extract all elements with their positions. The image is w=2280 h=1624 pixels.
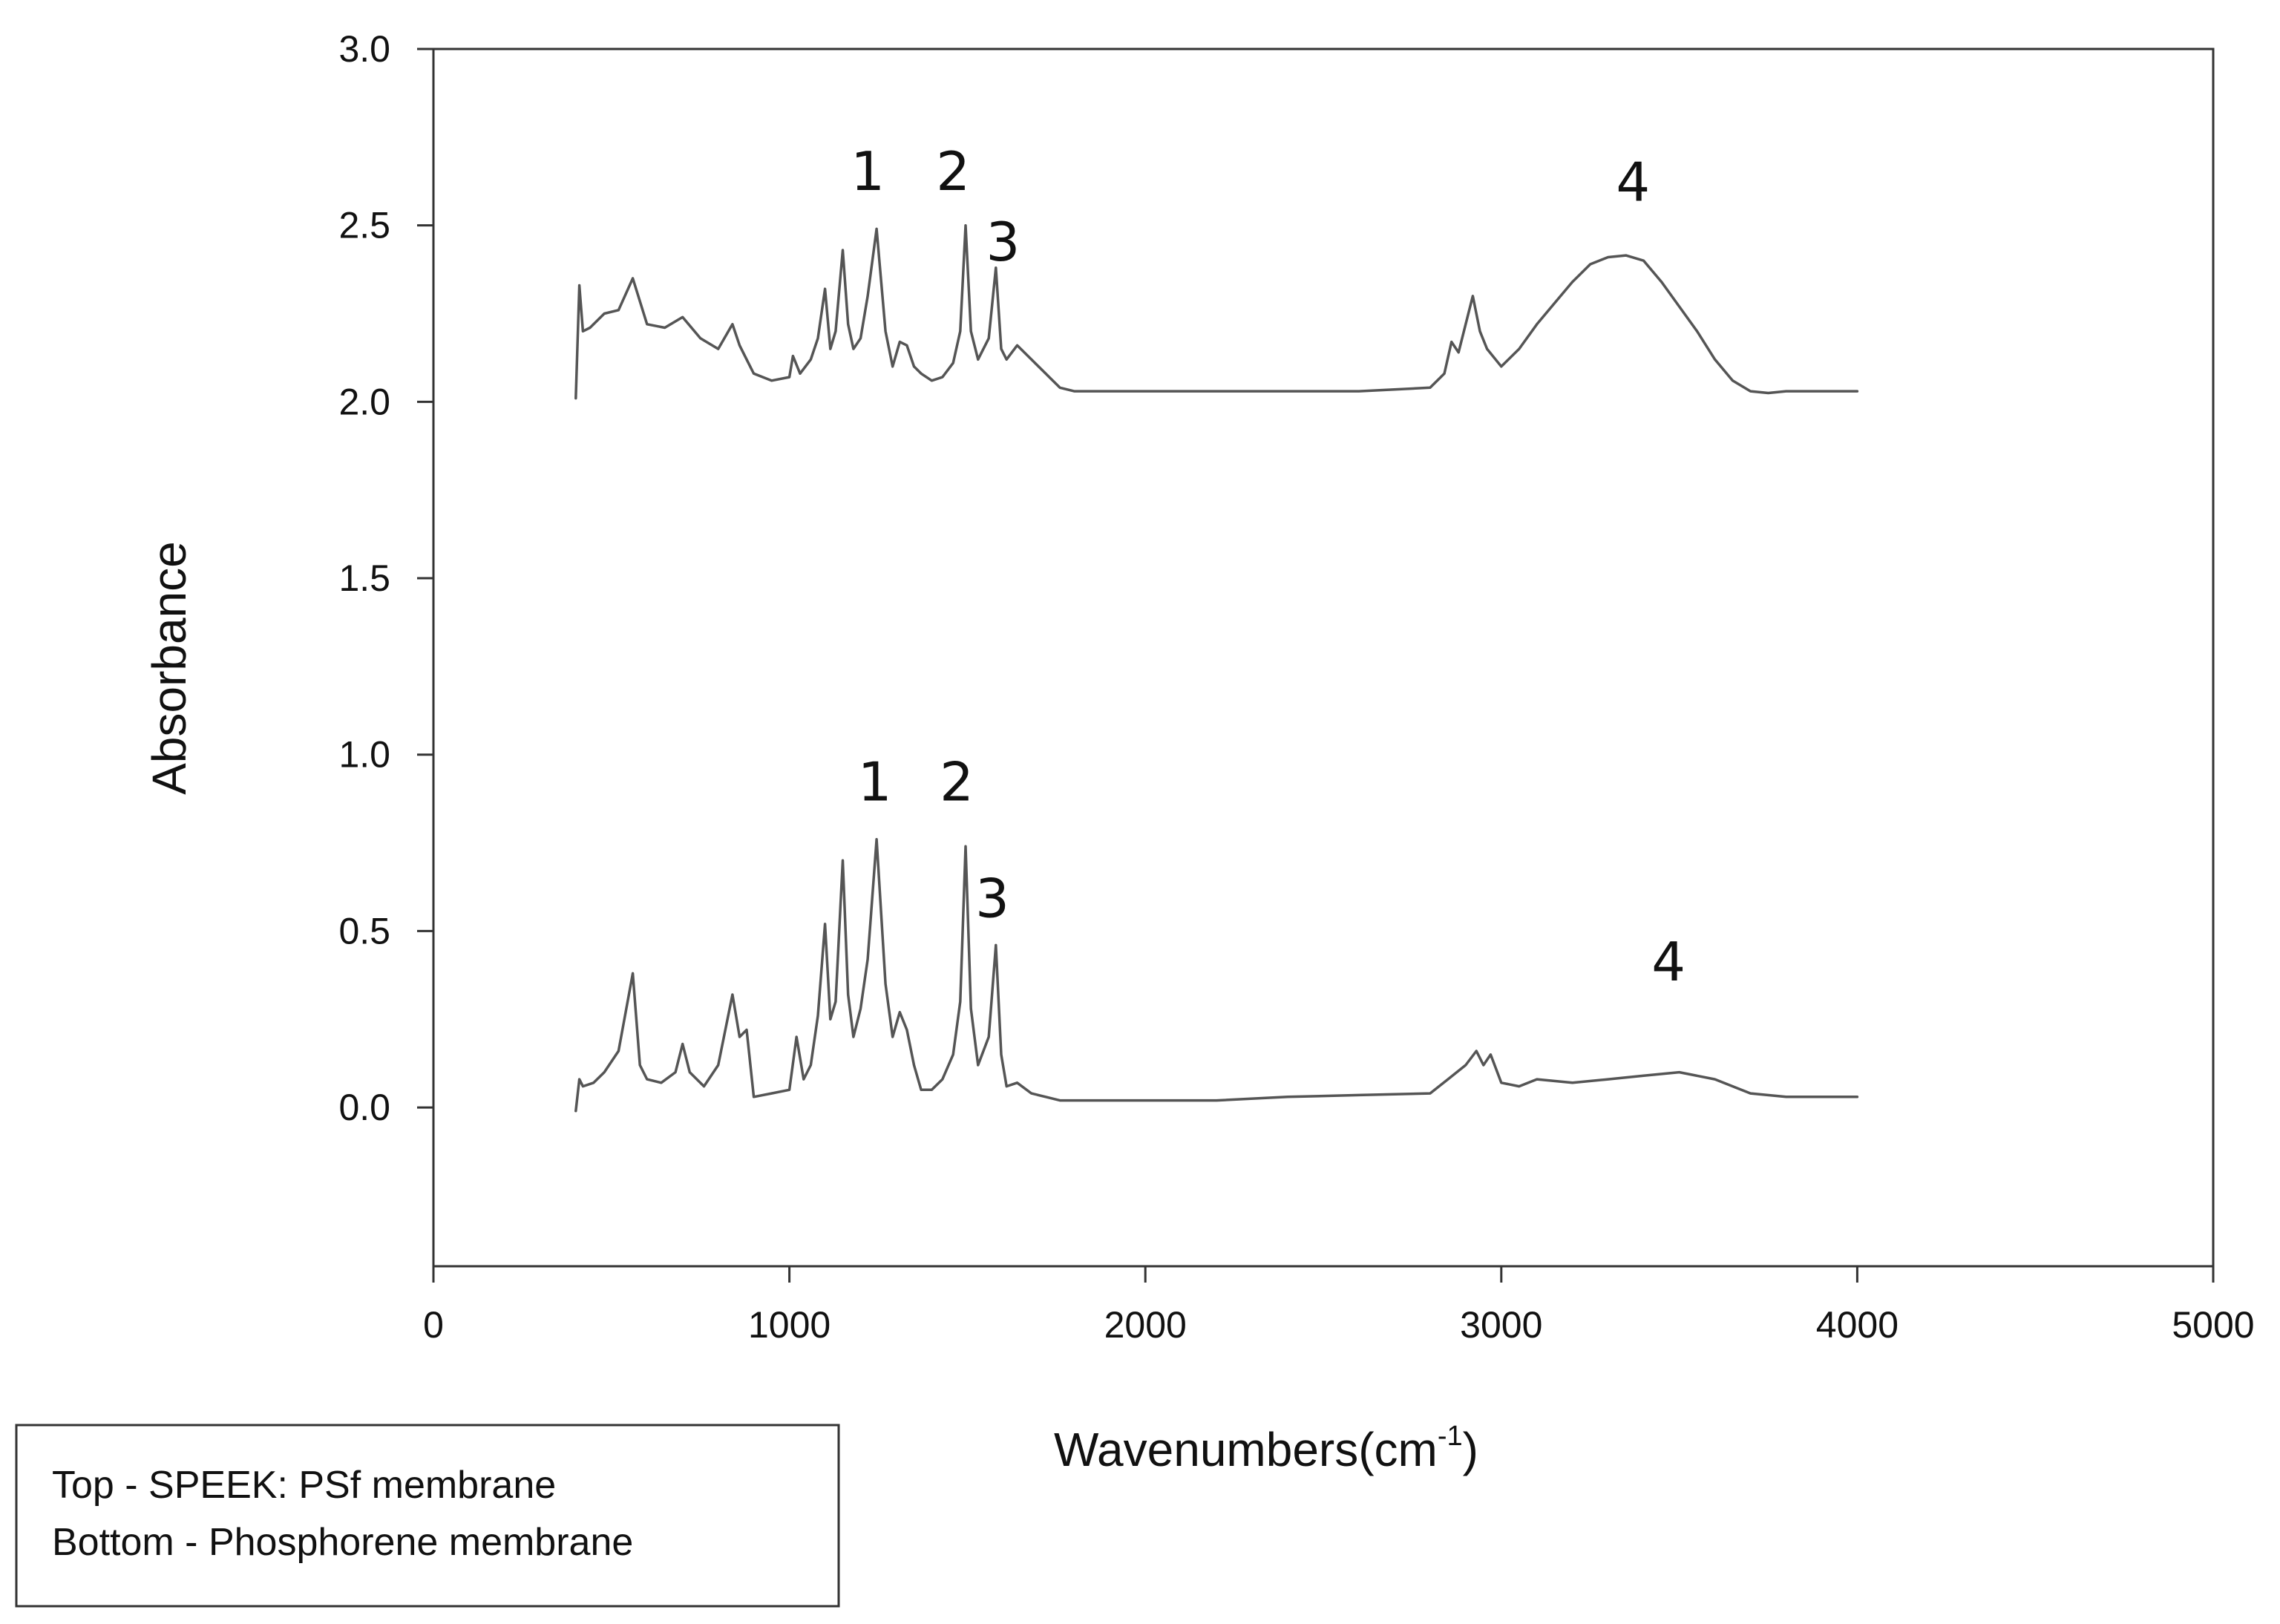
x-axis-title-suffix: ) xyxy=(1463,1423,1478,1476)
peak-label: 2 xyxy=(940,751,974,813)
x-tick-label: 4000 xyxy=(1816,1304,1899,1346)
x-axis-title-main: Wavenumbers(cm xyxy=(1054,1423,1438,1476)
x-tick-label: 0 xyxy=(423,1304,444,1346)
peak-label: 2 xyxy=(936,140,970,203)
y-tick-label: 1.0 xyxy=(338,734,390,776)
y-tick-label: 2.5 xyxy=(338,205,390,246)
x-axis-title-superscript: -1 xyxy=(1438,1421,1463,1452)
series-bottom-spectrum xyxy=(574,838,1859,1113)
plot-frame xyxy=(432,48,2215,1268)
peak-label: 4 xyxy=(1651,931,1686,993)
x-tick-label: 3000 xyxy=(1460,1304,1542,1346)
y-axis-title: Absorbance xyxy=(142,541,196,795)
x-tick-label: 1000 xyxy=(748,1304,831,1346)
peak-label: 1 xyxy=(851,140,885,203)
peak-label: 3 xyxy=(975,867,1009,929)
y-tick-label: 1.5 xyxy=(338,557,390,599)
legend-frame xyxy=(15,1424,840,1608)
series-layer xyxy=(574,223,1859,1113)
x-axis-title: Wavenumbers(cm-1) xyxy=(1054,1421,1478,1476)
y-tick-label: 0.0 xyxy=(338,1087,390,1128)
x-tick-label: 2000 xyxy=(1104,1304,1187,1346)
peak-label: 4 xyxy=(1616,151,1650,213)
legend-line-bottom: Bottom - Phosphorene membrane xyxy=(52,1521,633,1564)
x-tick-label: 5000 xyxy=(2172,1304,2254,1346)
legend-box: Top - SPEEK: PSf membrane Bottom - Phosp… xyxy=(15,1424,840,1608)
legend-line-top: Top - SPEEK: PSf membrane xyxy=(52,1464,556,1507)
peak-label: 3 xyxy=(986,211,1020,273)
x-axis: 0 1000 2000 3000 4000 5000 xyxy=(423,1266,2255,1346)
series-top-spectrum xyxy=(574,223,1859,400)
y-tick-label: 2.0 xyxy=(338,381,390,422)
plot-area-border xyxy=(432,48,2215,1268)
y-tick-label: 3.0 xyxy=(338,28,390,70)
y-tick-label: 0.5 xyxy=(338,910,390,952)
y-axis: 0.0 0.5 1.0 1.5 2.0 2.5 3.0 xyxy=(338,28,433,1128)
peak-label: 1 xyxy=(858,751,892,813)
